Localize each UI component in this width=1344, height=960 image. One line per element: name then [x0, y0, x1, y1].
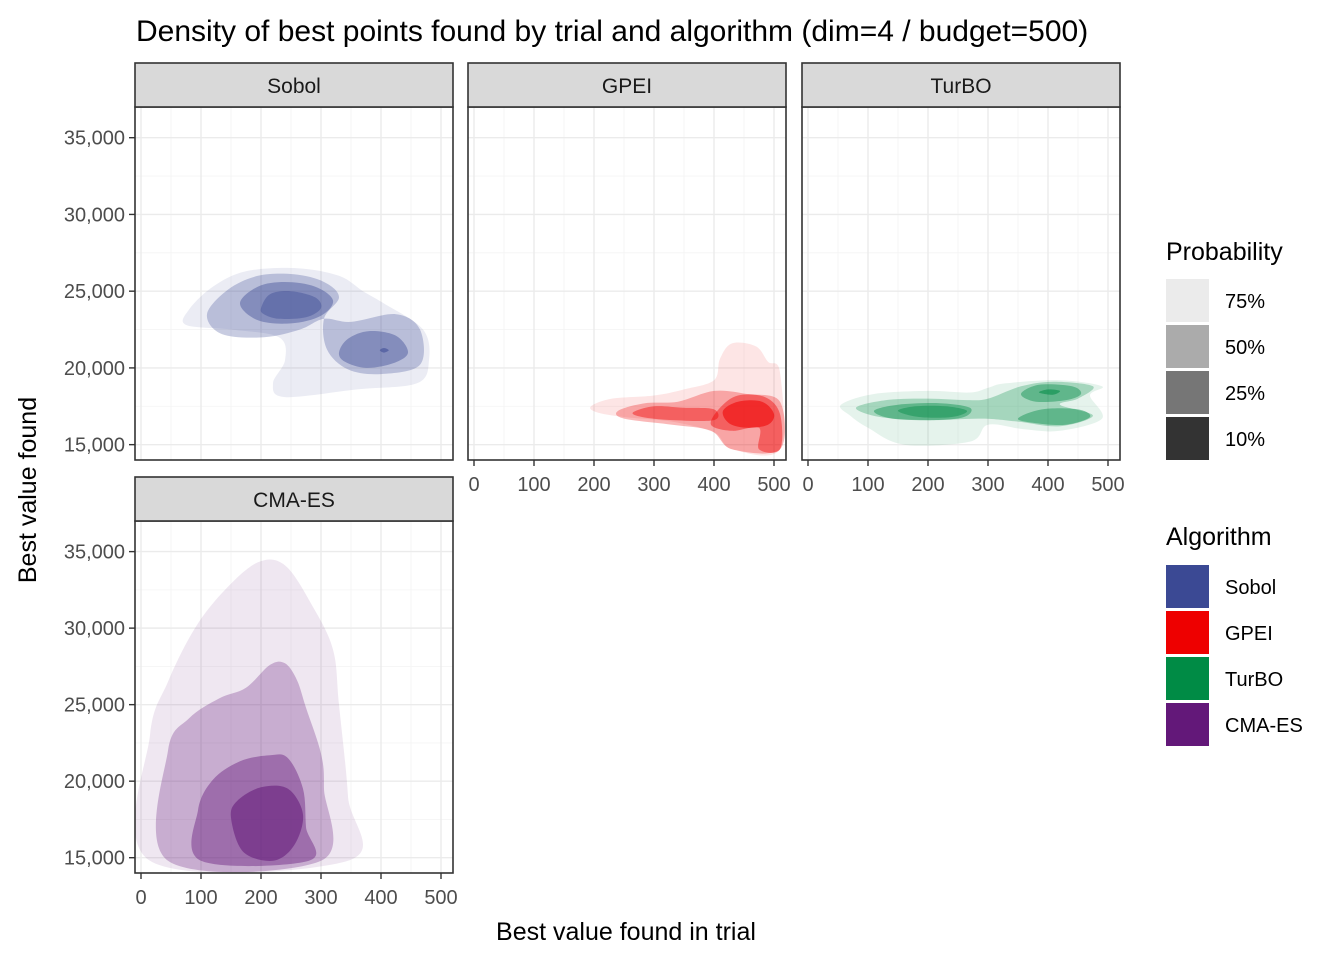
y-tick-label: 25,000: [64, 695, 125, 717]
density-contours: [135, 559, 363, 873]
algorithm-legend-swatch: [1166, 657, 1209, 700]
density-contour-turbo-6: [1038, 389, 1061, 395]
probability-legend-swatch: [1166, 325, 1209, 368]
x-tick-label: 300: [304, 887, 337, 909]
facet-panels: Sobol 15,000 20,000 25,000 30,000 35,000 GPEI 0…: [64, 62, 1125, 909]
algorithm-legend-label: GPEI: [1225, 623, 1273, 645]
panel-background: [135, 107, 453, 460]
probability-legend-swatch: [1166, 279, 1209, 322]
x-axis-title: Best value found in trial: [496, 918, 756, 946]
x-tick-label: 100: [184, 887, 217, 909]
probability-legend-swatch: [1166, 371, 1209, 414]
x-tick-label: 500: [424, 887, 457, 909]
density-contours: [839, 380, 1103, 446]
density-contours: [590, 342, 786, 456]
y-tick-label: 15,000: [64, 848, 125, 870]
x-tick-label: 400: [697, 474, 730, 496]
facet-strip: [134, 62, 454, 108]
density-contour-cma-es-3: [230, 785, 304, 861]
density-contours: [182, 267, 430, 398]
x-tick-label: 100: [517, 474, 550, 496]
panel-background: [802, 107, 1120, 460]
facet-label: CMA-ES: [253, 489, 335, 512]
y-tick-label: 20,000: [64, 358, 125, 380]
x-tick-label: 400: [364, 887, 397, 909]
x-tick-label: 300: [637, 474, 670, 496]
probability-legend-swatch: [1166, 417, 1209, 460]
facet-turbo-panel: TurBO 0 100 200 300 400 500: [801, 62, 1125, 496]
y-tick-label: 20,000: [64, 771, 125, 793]
x-tick-label: 400: [1031, 474, 1064, 496]
chart-title: Density of best points found by trial an…: [136, 15, 1088, 48]
density-contour-gpei-0: [590, 342, 785, 456]
density-contour-sobol-2: [240, 282, 334, 324]
density-contour-sobol-1: [206, 273, 424, 375]
y-tick-label: 35,000: [64, 542, 125, 564]
y-tick-label: 15,000: [64, 435, 125, 457]
probability-legend-label: 50%: [1225, 337, 1265, 359]
facet-label: GPEI: [602, 75, 652, 98]
y-tick-label: 35,000: [64, 128, 125, 150]
x-tick-label: 500: [1091, 474, 1124, 496]
algorithm-legend-swatch: [1166, 703, 1209, 746]
algorithm-legend-label: TurBO: [1225, 669, 1283, 691]
x-tick-label: 500: [757, 474, 790, 496]
density-contour-sobol-4: [260, 291, 322, 320]
facet-strip: [467, 62, 787, 108]
y-tick-label: 30,000: [64, 204, 125, 226]
density-contour-sobol-0: [182, 267, 430, 398]
facet-sobol-panel: Sobol 15,000 20,000 25,000 30,000 35,000: [64, 62, 454, 461]
density-contour-turbo-4: [1017, 408, 1091, 426]
algorithm-legend-label: CMA-ES: [1225, 715, 1303, 737]
panel-background: [468, 107, 786, 460]
probability-legend-label: 75%: [1225, 291, 1265, 313]
density-contour-turbo-2: [873, 403, 972, 421]
x-tick-label: 200: [911, 474, 944, 496]
y-tick-label: 30,000: [64, 618, 125, 640]
density-contour-turbo-0: [839, 380, 1103, 446]
x-tick-label: 200: [577, 474, 610, 496]
facet-strip: [801, 62, 1121, 108]
density-contour-cma-es-0: [135, 559, 363, 873]
density-contour-turbo-1: [855, 381, 1094, 427]
algorithm-legend-swatch: [1166, 565, 1209, 608]
facet-cma-es-panel: CMA-ES 15,000 20,000 25,000 30,000 35,000 0 100…: [64, 476, 458, 909]
density-contour-sobol-3: [338, 331, 409, 368]
facet-label: TurBO: [930, 75, 991, 98]
y-axis-title: Best value found: [14, 397, 42, 583]
facet-gpei-panel: GPEI 0 100 200 300 400 500: [467, 62, 791, 496]
density-contour-gpei-2: [632, 406, 719, 422]
algorithm-legend-swatch: [1166, 611, 1209, 654]
legend: Probability 75% 50% 25% 10% Algorithm Sobol GPE…: [1166, 238, 1303, 746]
y-tick-label: 25,000: [64, 281, 125, 303]
probability-legend-label: 25%: [1225, 383, 1265, 405]
probability-legend-title: Probability: [1166, 238, 1283, 266]
x-tick-label: 0: [468, 474, 479, 496]
x-tick-label: 0: [802, 474, 813, 496]
facet-strip: [134, 476, 454, 522]
density-contour-turbo-5: [897, 405, 968, 418]
facet-label: Sobol: [267, 75, 321, 98]
x-tick-label: 200: [244, 887, 277, 909]
x-tick-label: 0: [135, 887, 146, 909]
density-contour-sobol-5: [379, 348, 389, 353]
density-contour-gpei-4: [722, 400, 775, 428]
x-tick-label: 100: [851, 474, 884, 496]
algorithm-legend-label: Sobol: [1225, 577, 1276, 599]
algorithm-legend-title: Algorithm: [1166, 523, 1272, 551]
x-tick-label: 300: [971, 474, 1004, 496]
probability-legend-label: 10%: [1225, 429, 1265, 451]
